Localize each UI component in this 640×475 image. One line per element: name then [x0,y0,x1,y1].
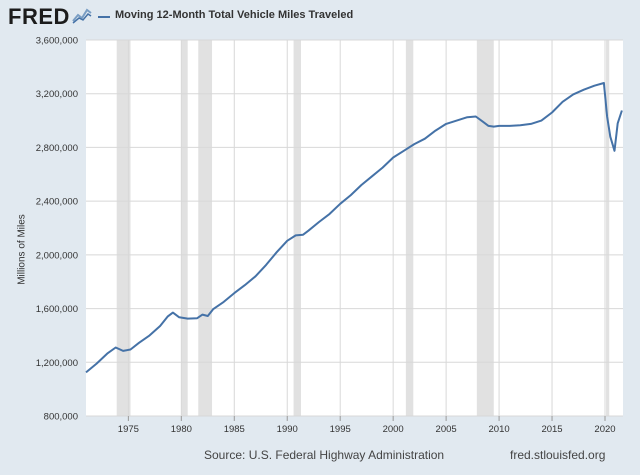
legend-line-swatch [98,16,110,18]
x-tick-label: 1995 [330,424,351,435]
x-tick-label: 1980 [171,424,192,435]
recession-band-2 [198,40,213,416]
y-tick-label: 800,000 [44,412,78,423]
y-tick-label: 1,600,000 [36,304,78,315]
x-tick-label: 1990 [277,424,298,435]
recession-bands [116,40,610,416]
fred-chart-icon [72,6,92,24]
y-axis-ticks: 800,000 1,200,000 1,600,000 2,000,000 2,400,… [36,36,78,423]
y-axis-title: Millions of Miles [16,214,28,285]
x-tick-label: 2005 [436,424,457,435]
fred-logo[interactable]: FRED [8,4,70,29]
x-tick-label: 2000 [383,424,404,435]
x-tick-label: 1975 [118,424,139,435]
y-tick-label: 2,800,000 [36,143,78,154]
series-line [85,82,623,374]
chart-header: FRED Moving 12-Month Total Vehicle Miles… [0,0,640,36]
legend-label[interactable]: Moving 12-Month Total Vehicle Miles Trav… [115,9,354,21]
recession-band-4 [405,40,414,416]
fred-url-link[interactable]: fred.stlouisfed.org [510,448,606,462]
y-tick-label: 3,600,000 [36,36,78,47]
source-note: Source: U.S. Federal Highway Administrat… [204,448,445,462]
x-tick-label: 2020 [594,424,615,435]
y-tick-label: 2,000,000 [36,250,78,261]
recession-band-1 [181,40,188,416]
y-tick-label: 3,200,000 [36,89,78,100]
x-axis-ticks: 1975 1980 1985 1990 1995 2000 2005 2010 2015 2020 [118,416,616,435]
x-tick-label: 2010 [489,424,510,435]
recession-band-3 [293,40,302,416]
x-tick-label: 1985 [224,424,245,435]
y-tick-label: 2,400,000 [36,197,78,208]
recession-band-5 [476,40,494,416]
y-tick-label: 1,200,000 [36,358,78,369]
recession-band-0 [116,40,131,416]
gridlines [86,39,623,417]
x-tick-label: 2015 [541,424,562,435]
recession-band-6 [606,40,610,416]
plot-area [86,40,623,416]
